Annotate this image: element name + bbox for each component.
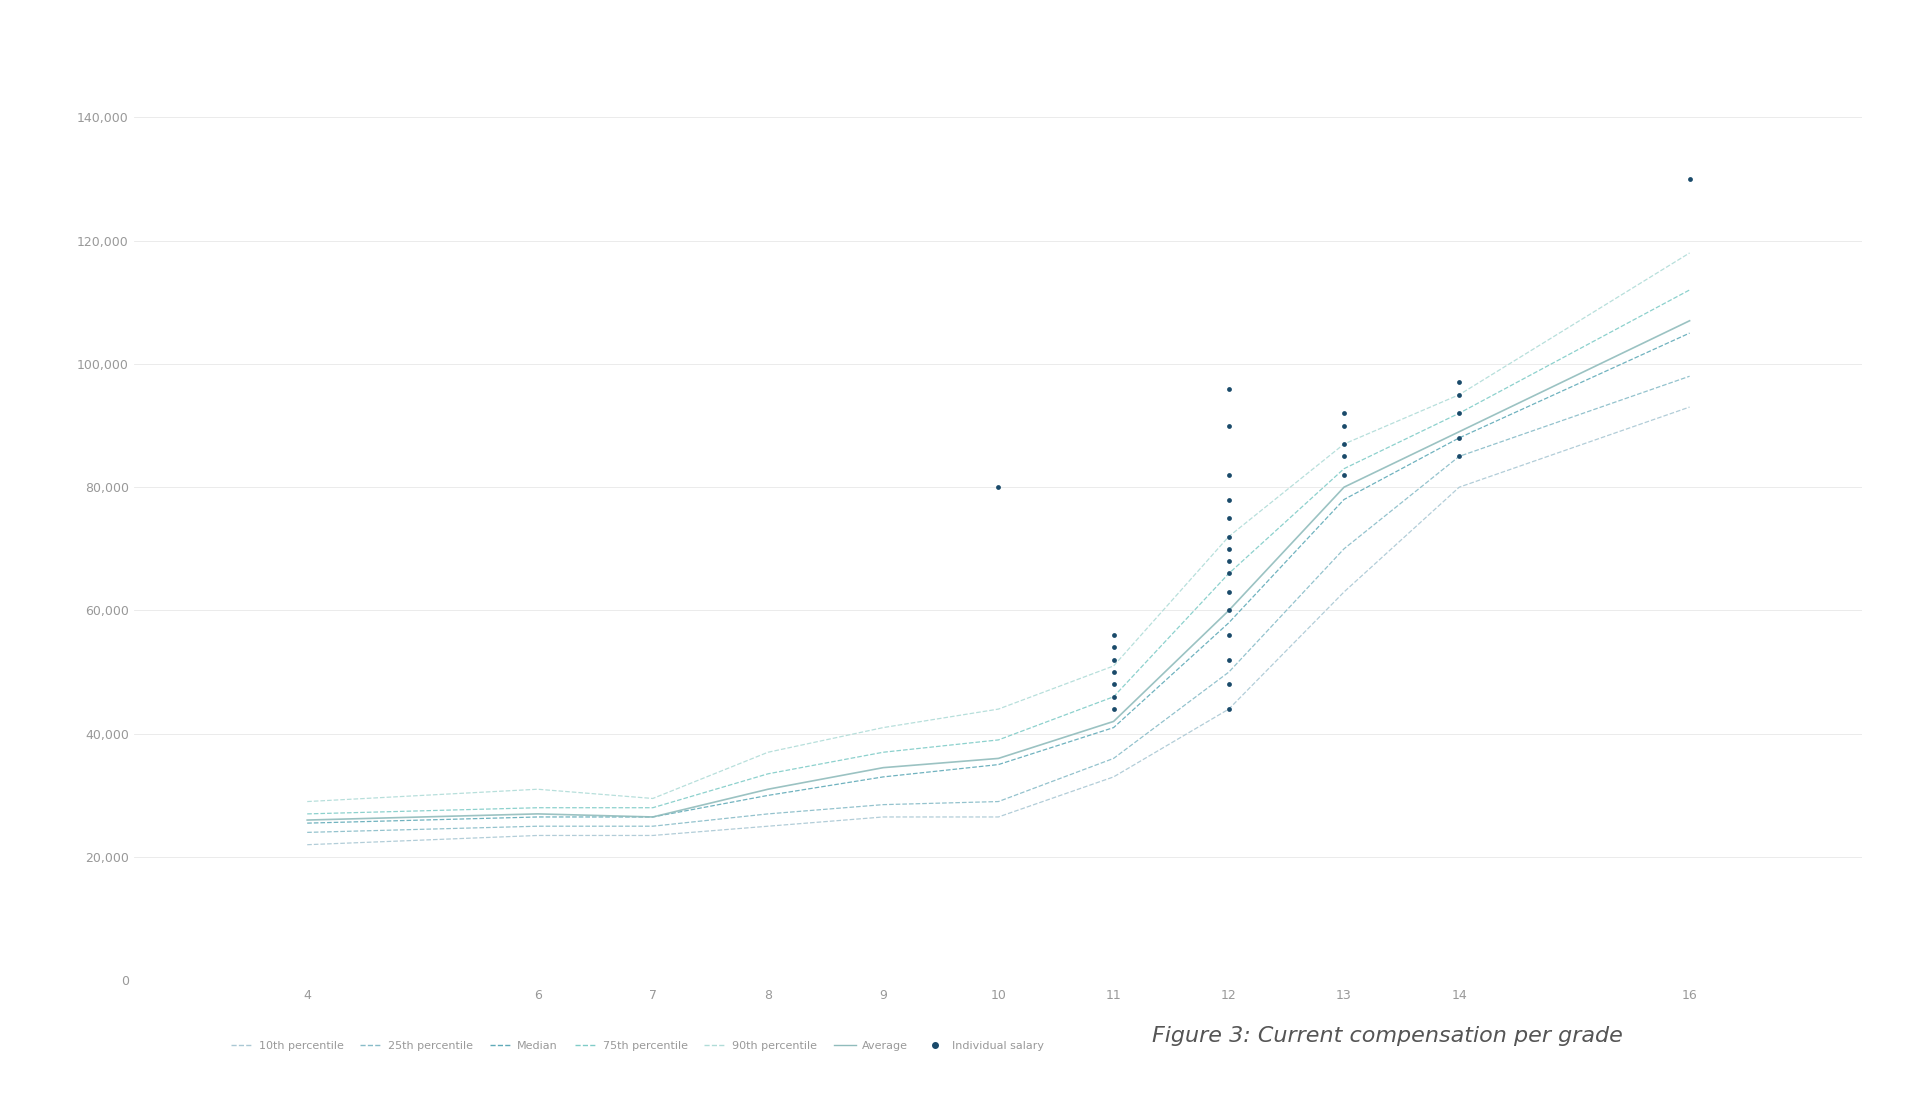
Legend: 10th percentile, 25th percentile, Median, 75th percentile, 90th percentile, Aver: 10th percentile, 25th percentile, Median… — [227, 1037, 1048, 1056]
Point — [1098, 626, 1129, 644]
Point — [1444, 373, 1475, 391]
Point — [1098, 687, 1129, 705]
Point — [1213, 651, 1244, 668]
Point — [1444, 404, 1475, 422]
Point — [1329, 417, 1359, 434]
Text: Figure 3: Current compensation per grade: Figure 3: Current compensation per grade — [1152, 1026, 1622, 1046]
Point — [1213, 528, 1244, 546]
Point — [1098, 675, 1129, 693]
Point — [1213, 602, 1244, 619]
Point — [1213, 509, 1244, 527]
Point — [1329, 436, 1359, 453]
Point — [1213, 553, 1244, 570]
Point — [1213, 583, 1244, 600]
Point — [1213, 417, 1244, 434]
Point — [1098, 638, 1129, 656]
Point — [1213, 490, 1244, 508]
Point — [1098, 701, 1129, 719]
Point — [1674, 170, 1705, 188]
Point — [1213, 626, 1244, 644]
Point — [1329, 448, 1359, 466]
Point — [1213, 675, 1244, 693]
Point — [1329, 466, 1359, 483]
Point — [1213, 565, 1244, 583]
Point — [1098, 651, 1129, 668]
Point — [1444, 429, 1475, 447]
Point — [1213, 380, 1244, 398]
Point — [983, 478, 1014, 496]
Point — [1213, 701, 1244, 719]
Point — [1098, 663, 1129, 681]
Point — [1329, 404, 1359, 422]
Point — [1444, 448, 1475, 466]
Point — [1444, 385, 1475, 403]
Point — [1213, 466, 1244, 483]
Point — [1213, 540, 1244, 558]
